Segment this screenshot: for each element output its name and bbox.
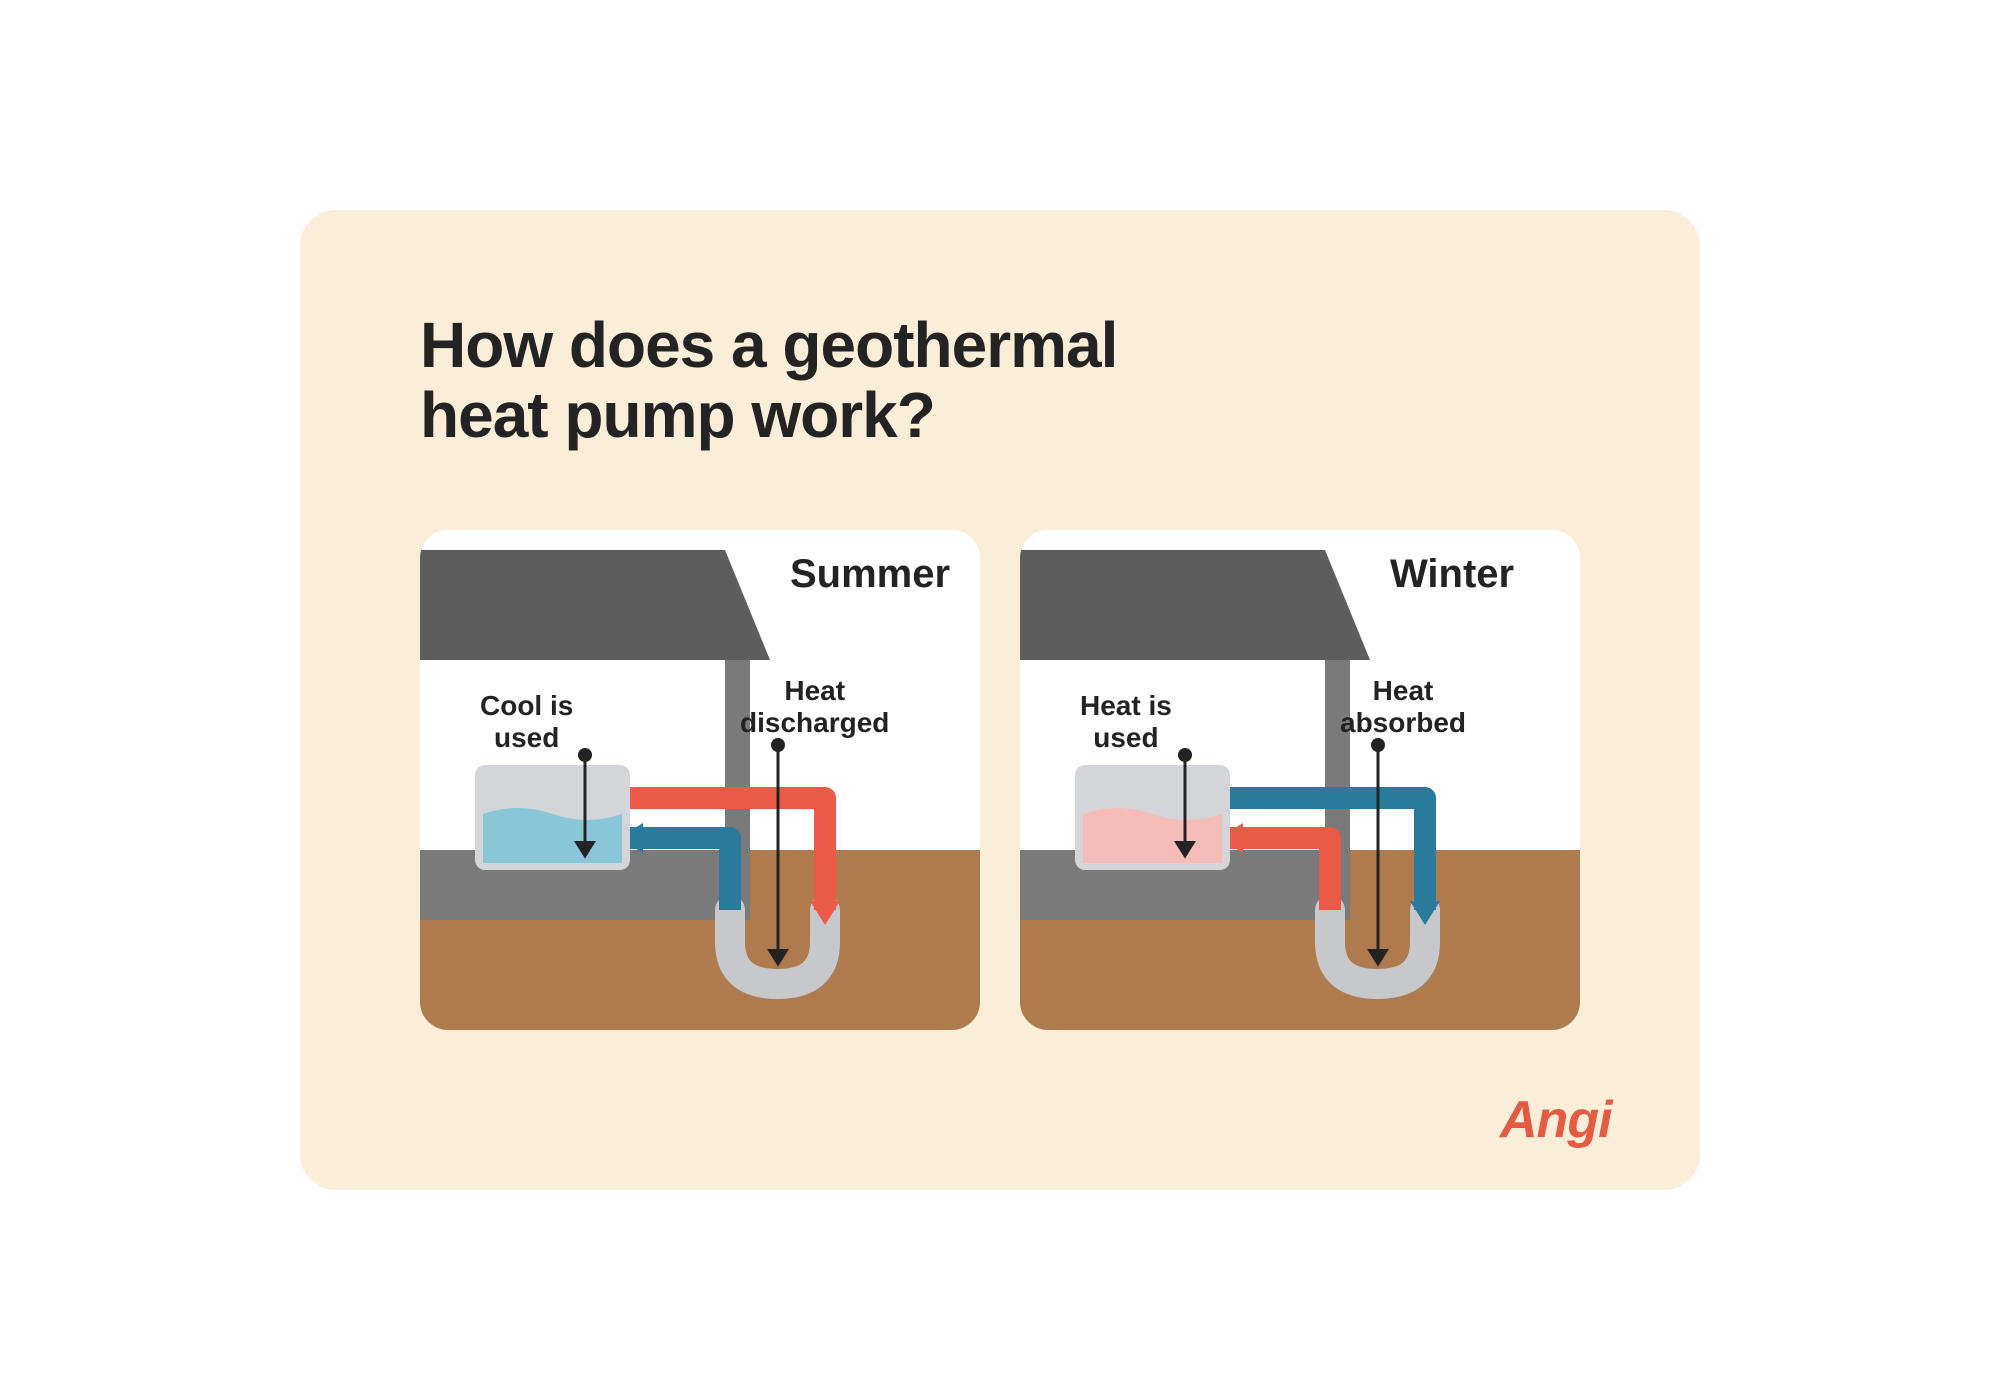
brand-logo: Angi (1500, 1090, 1612, 1150)
annot-right-winter: Heat absorbed (1340, 675, 1466, 739)
annot-left-summer: Cool is used (480, 690, 573, 754)
annot-right-summer: Heat discharged (740, 675, 889, 739)
panel-summer: Summer Cool is used Heat discharged (420, 530, 980, 1030)
season-label-summer: Summer (790, 552, 950, 597)
panel-winter: Winter Heat is used Heat absorbed (1020, 530, 1580, 1030)
annot-left-winter: Heat is used (1080, 690, 1172, 754)
infographic-canvas: How does a geothermal heat pump work? Ang… (300, 210, 1700, 1190)
page-title: How does a geothermal heat pump work? (420, 310, 1117, 451)
season-label-winter: Winter (1390, 552, 1514, 597)
